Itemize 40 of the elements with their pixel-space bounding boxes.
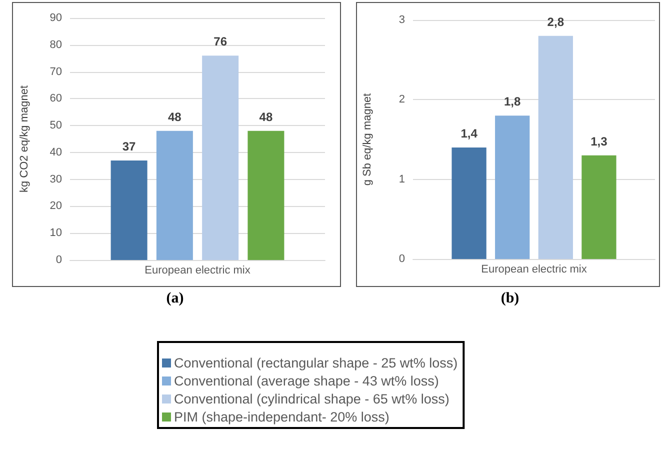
y-tick-label: 90 xyxy=(50,12,62,24)
y-tick-label: 10 xyxy=(50,227,62,240)
x-tick-label: European electric mix xyxy=(144,264,251,276)
legend-label: Conventional (rectangular shape - 25 wt% loss) xyxy=(174,356,458,370)
y-tick-label: 70 xyxy=(50,66,62,78)
bar xyxy=(202,56,239,260)
y-tick-label: 60 xyxy=(50,92,62,105)
legend-label: PIM (shape-independant- 20% loss) xyxy=(174,410,390,424)
y-tick-label: 40 xyxy=(50,146,62,158)
x-tick-label: European electric mix xyxy=(481,264,588,276)
legend-label: Conventional (cylindrical shape - 65 wt% loss) xyxy=(174,392,450,406)
y-tick-label: 2 xyxy=(398,94,405,106)
y-tick-label: 30 xyxy=(50,173,62,186)
y-axis-title: kg CO2 eq/kg magnet xyxy=(18,85,30,193)
bar xyxy=(156,130,193,260)
y-tick-label: 20 xyxy=(50,200,62,212)
y-tick-label: 0 xyxy=(398,253,405,265)
data-label: 1,3 xyxy=(590,134,608,148)
y-tick-label: 50 xyxy=(50,120,62,132)
y-tick-label: 3 xyxy=(398,14,405,26)
bar xyxy=(452,147,486,259)
y-axis-title: g Sb eq/kg magnet xyxy=(362,93,374,186)
y-tick-label: 80 xyxy=(50,38,62,51)
bar xyxy=(110,160,148,260)
bar xyxy=(248,130,284,260)
data-label: 37 xyxy=(122,140,136,154)
bar xyxy=(495,116,530,259)
data-label: 2,8 xyxy=(547,14,564,29)
y-tick-label: 1 xyxy=(398,173,405,186)
data-label: 1,4 xyxy=(460,126,478,140)
y-tick-label: 0 xyxy=(56,254,62,266)
data-label: 48 xyxy=(168,110,182,124)
bar xyxy=(538,36,573,259)
data-label: 1,8 xyxy=(504,94,522,109)
legend-label: Conventional (average shape - 43 wt% loss) xyxy=(174,374,439,388)
text: (a) xyxy=(166,290,184,306)
bar xyxy=(582,155,616,259)
data-label: 76 xyxy=(214,34,228,49)
data-label: 48 xyxy=(259,110,273,124)
text: (b) xyxy=(500,290,520,306)
